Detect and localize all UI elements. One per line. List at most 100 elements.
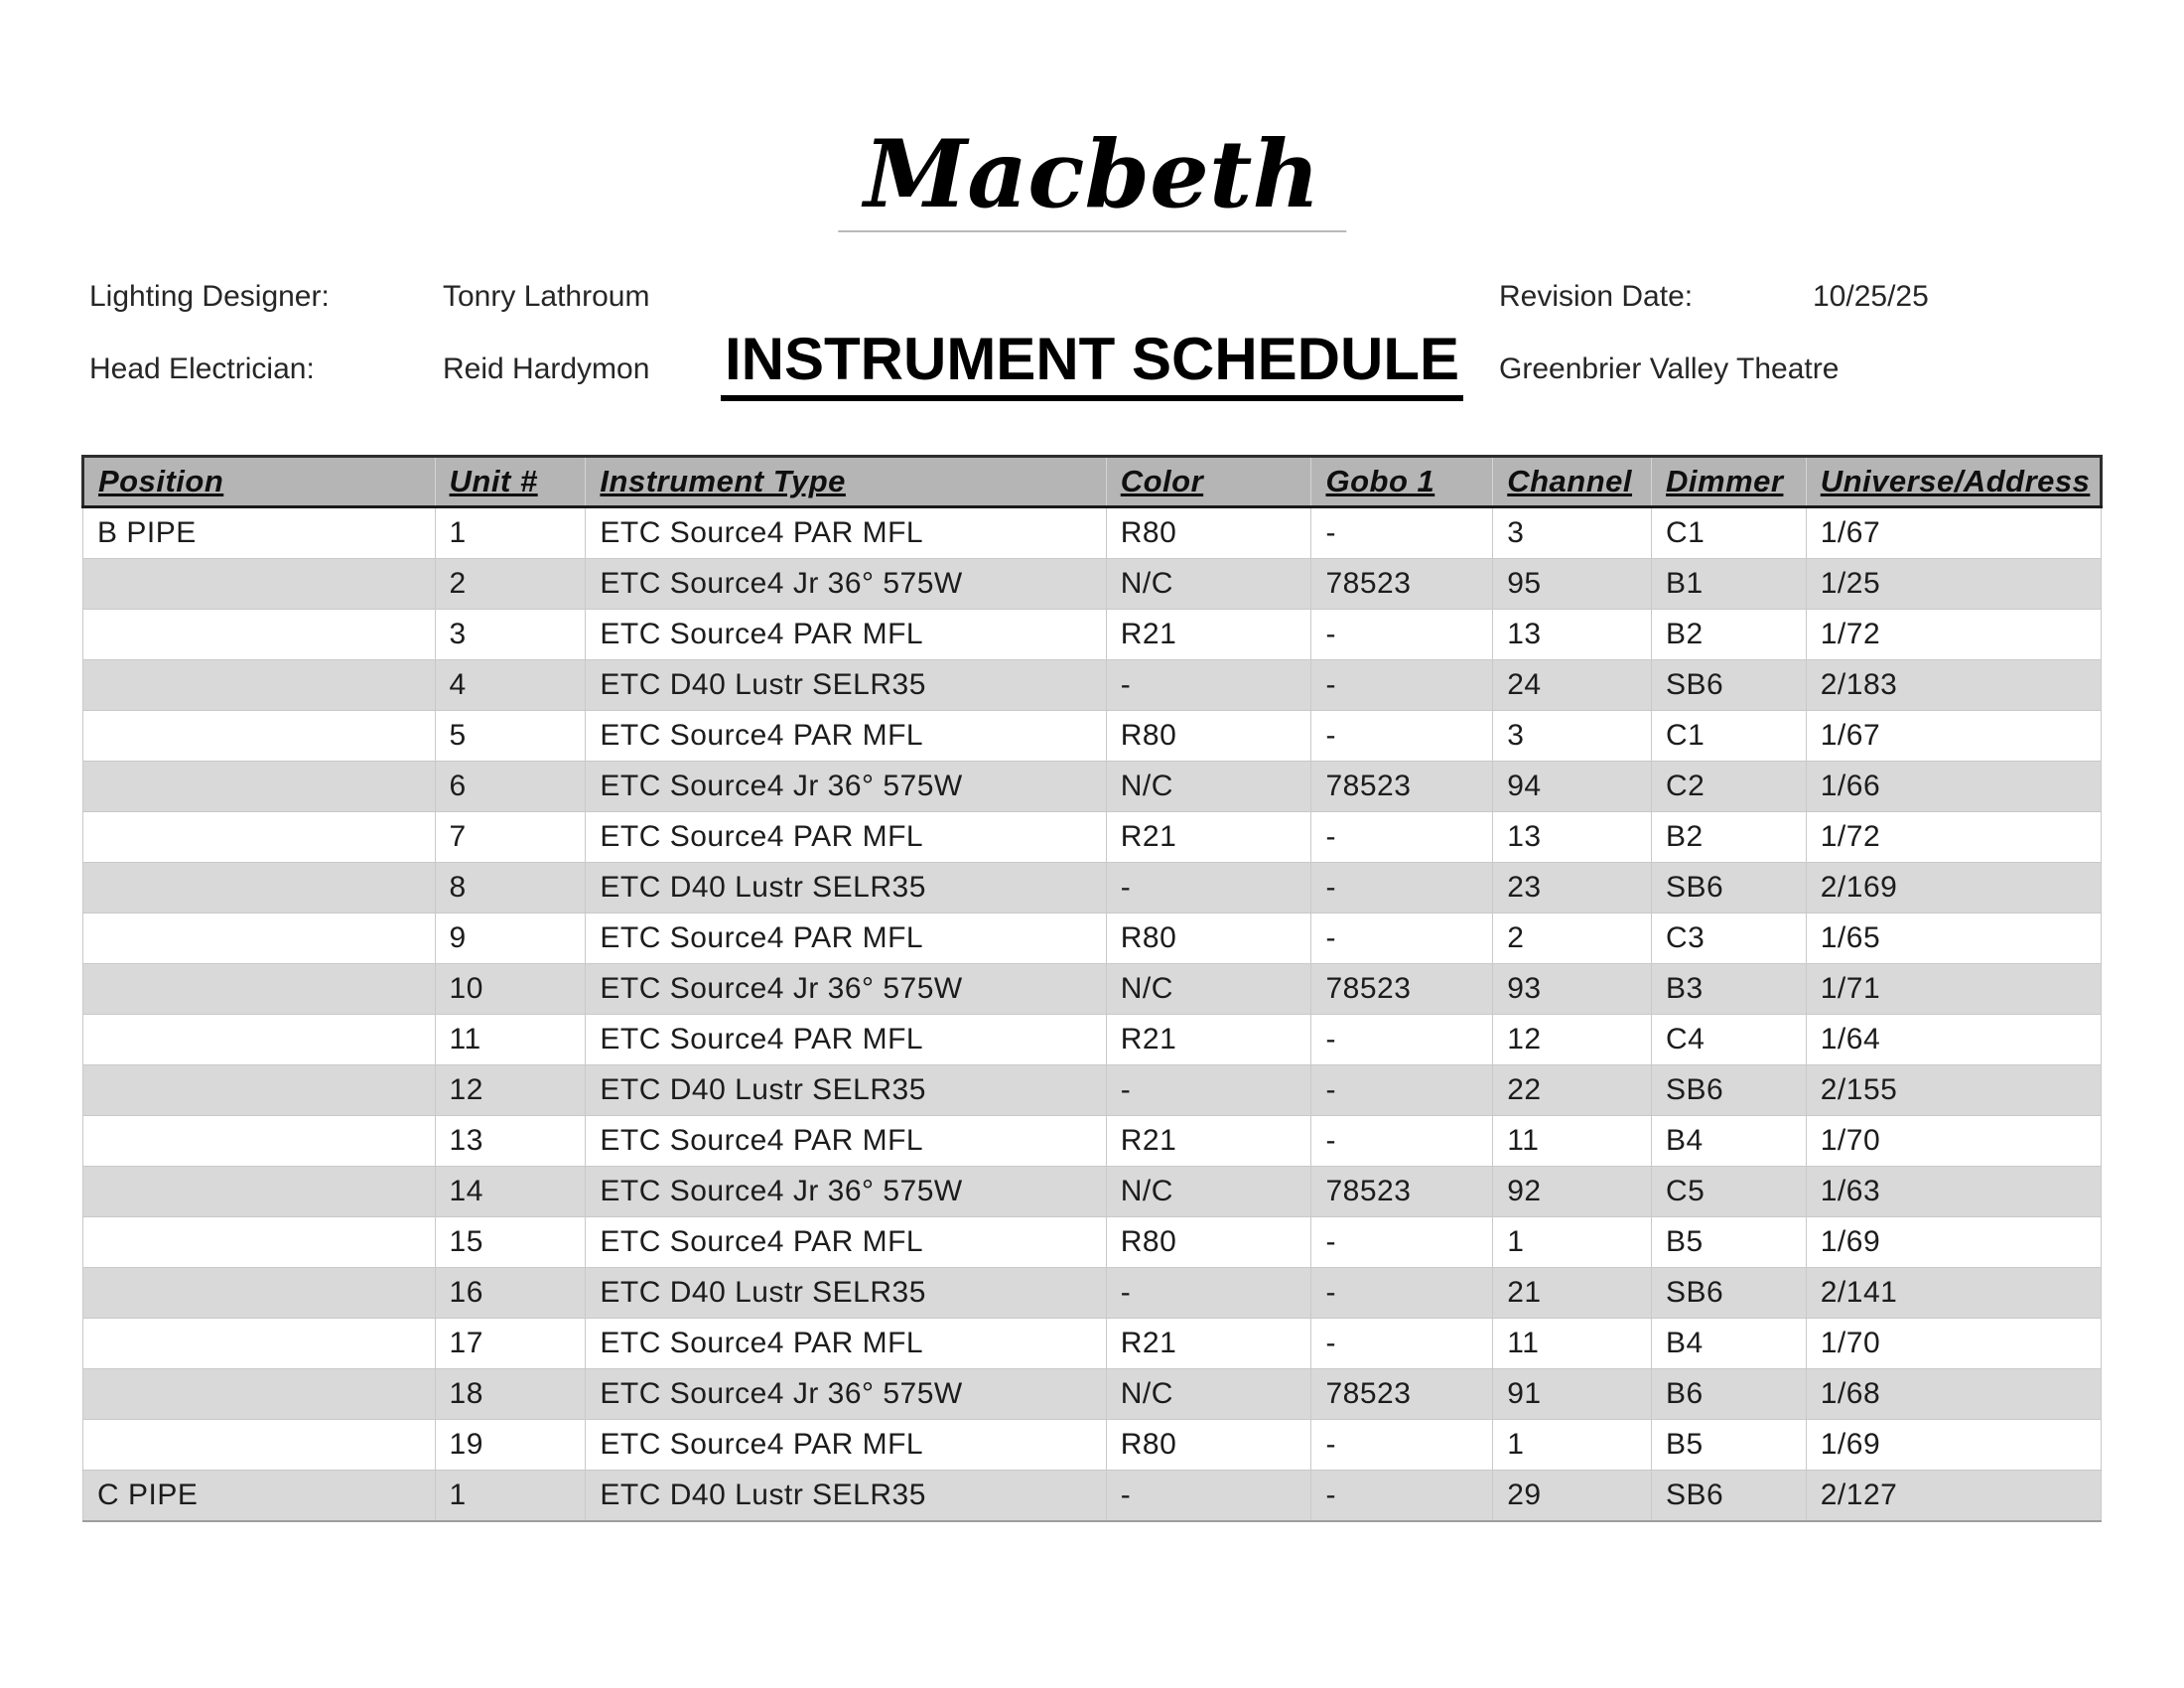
table-cell: R21 xyxy=(1105,1014,1312,1065)
table-cell: R80 xyxy=(1105,913,1312,964)
revision-date-label: Revision Date: xyxy=(1499,280,1694,313)
table-cell: ETC D40 Lustr SELR35 xyxy=(585,862,1107,914)
table-cell xyxy=(82,811,436,863)
table-row: 5 ETC Source4 PAR MFL R80-3 C1 1/67 xyxy=(82,710,2103,762)
table-cell: 1/70 xyxy=(1805,1318,2103,1369)
instrument-schedule-table: Position Unit # Instrument Type Color Gobo 1… xyxy=(81,455,2104,1522)
table-cell: ETC Source4 PAR MFL xyxy=(585,1318,1107,1369)
table-cell: ETC D40 Lustr SELR35 xyxy=(585,1267,1107,1319)
table-cell: R21 xyxy=(1105,1318,1312,1369)
table-cell: ETC Source4 PAR MFL xyxy=(585,811,1107,863)
table-cell: C2 xyxy=(1651,761,1807,812)
table-cell: - xyxy=(1310,913,1494,964)
table-cell: 1/68 xyxy=(1805,1368,2103,1420)
table-cell: B1 xyxy=(1651,558,1807,610)
table-cell xyxy=(82,1216,436,1268)
table-cell xyxy=(82,1368,436,1420)
table-cell: B4 xyxy=(1651,1318,1807,1369)
table-cell: ETC Source4 Jr 36° 575W xyxy=(585,1166,1107,1217)
column-header-unit: Unit # xyxy=(434,455,587,508)
table-cell: - xyxy=(1310,609,1494,660)
table-cell: B PIPE xyxy=(82,506,436,559)
table-cell: 95 xyxy=(1492,558,1653,610)
table-cell: 14 xyxy=(434,1166,587,1217)
table-cell: B3 xyxy=(1651,963,1807,1015)
table-cell: - xyxy=(1310,1419,1494,1471)
table-cell: 8 xyxy=(434,862,587,914)
table-cell: 78523 xyxy=(1310,1166,1494,1217)
table-cell: ETC Source4 PAR MFL xyxy=(585,506,1107,559)
table-cell: 78523 xyxy=(1310,963,1494,1015)
table-cell: 93 xyxy=(1492,963,1653,1015)
table-cell: 92 xyxy=(1492,1166,1653,1217)
table-cell: ETC Source4 PAR MFL xyxy=(585,1115,1107,1167)
table-cell: 11 xyxy=(1492,1115,1653,1167)
table-cell: - xyxy=(1310,710,1494,762)
schedule-title: INSTRUMENT SCHEDULE xyxy=(720,330,1464,401)
table-cell: 78523 xyxy=(1310,1368,1494,1420)
table-cell xyxy=(82,963,436,1015)
table-cell: 2/127 xyxy=(1805,1470,2103,1522)
table-cell: 12 xyxy=(1492,1014,1653,1065)
table-row: 6 ETC Source4 Jr 36° 575W N/C 78523 94 C2 1/66 xyxy=(82,761,2103,812)
table-cell: B6 xyxy=(1651,1368,1807,1420)
table-cell xyxy=(82,1064,436,1116)
table-cell: 2/155 xyxy=(1805,1064,2103,1116)
table-cell: 21 xyxy=(1492,1267,1653,1319)
table-cell: 11 xyxy=(434,1014,587,1065)
table-row: 7 ETC Source4 PAR MFL R21-13 B2 1/72 xyxy=(82,811,2103,863)
table-cell: - xyxy=(1310,1014,1494,1065)
table-cell: 2/141 xyxy=(1805,1267,2103,1319)
table-cell xyxy=(82,1267,436,1319)
table-cell: - xyxy=(1310,659,1494,711)
table-row: 14 ETC Source4 Jr 36° 575W N/C 78523 92 C5 1/6… xyxy=(82,1166,2103,1217)
table-cell: 1 xyxy=(1492,1419,1653,1471)
table-cell: - xyxy=(1310,1267,1494,1319)
table-cell: - xyxy=(1310,1318,1494,1369)
table-cell: SB6 xyxy=(1651,659,1807,711)
column-header-channel: Channel xyxy=(1492,455,1653,508)
column-header-color: Color xyxy=(1105,455,1312,508)
table-cell: - xyxy=(1310,1064,1494,1116)
table-cell: 1 xyxy=(434,506,587,559)
head-electrician-label: Head Electrician: xyxy=(89,352,315,385)
table-cell: SB6 xyxy=(1651,862,1807,914)
table-cell: ETC D40 Lustr SELR35 xyxy=(585,659,1107,711)
table-cell: 2/169 xyxy=(1805,862,2103,914)
table-cell: - xyxy=(1310,1115,1494,1167)
table-cell: ETC Source4 Jr 36° 575W xyxy=(585,963,1107,1015)
table-cell: 1/71 xyxy=(1805,963,2103,1015)
table-cell: 3 xyxy=(434,609,587,660)
table-row: 11 ETC Source4 PAR MFL R21-12 C4 1/64 xyxy=(82,1014,2103,1065)
table-cell: 1/65 xyxy=(1805,913,2103,964)
table-cell: 15 xyxy=(434,1216,587,1268)
show-title: Macbeth xyxy=(838,121,1346,233)
table-cell: - xyxy=(1310,1470,1494,1522)
table-cell: 10 xyxy=(434,963,587,1015)
table-cell: - xyxy=(1105,1267,1312,1319)
table-cell: 78523 xyxy=(1310,761,1494,812)
table-body: B PIPE 1 ETC Source4 PAR MFL R80-3 C1 1/67 2 ET… xyxy=(82,506,2103,1522)
table-cell: 1/70 xyxy=(1805,1115,2103,1167)
table-row: 15 ETC Source4 PAR MFL R80-1 B5 1/69 xyxy=(82,1216,2103,1268)
table-cell: - xyxy=(1105,1064,1312,1116)
table-cell xyxy=(82,913,436,964)
table-cell: 1/67 xyxy=(1805,710,2103,762)
table-cell: ETC Source4 PAR MFL xyxy=(585,1216,1107,1268)
table-cell: 12 xyxy=(434,1064,587,1116)
table-cell: 29 xyxy=(1492,1470,1653,1522)
table-cell: 1 xyxy=(434,1470,587,1522)
table-cell xyxy=(82,1014,436,1065)
table-cell: 3 xyxy=(1492,710,1653,762)
table-cell xyxy=(82,1115,436,1167)
table-cell: 19 xyxy=(434,1419,587,1471)
table-cell: R80 xyxy=(1105,1419,1312,1471)
table-row: 8 ETC D40 Lustr SELR35- -23 SB6 2/169 xyxy=(82,862,2103,914)
table-row: 12 ETC D40 Lustr SELR35- -22 SB6 2/155 xyxy=(82,1064,2103,1116)
table-row: 18 ETC Source4 Jr 36° 575W N/C 78523 91 B6 1/6… xyxy=(82,1368,2103,1420)
table-cell: 1/63 xyxy=(1805,1166,2103,1217)
table-header-row: Position Unit # Instrument Type Color Gobo 1… xyxy=(81,455,2104,508)
table-cell: SB6 xyxy=(1651,1064,1807,1116)
table-cell: 13 xyxy=(1492,609,1653,660)
table-cell: SB6 xyxy=(1651,1267,1807,1319)
